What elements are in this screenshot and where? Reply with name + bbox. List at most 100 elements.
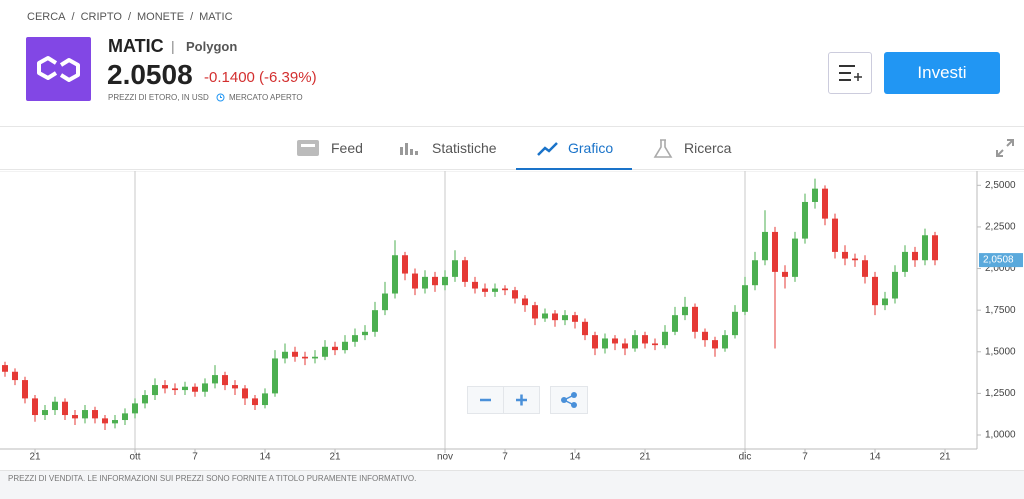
candle-body [912, 251, 918, 261]
watchlist-button[interactable] [828, 52, 872, 94]
tab-label: Feed [331, 140, 363, 156]
candle-body [682, 306, 688, 316]
y-tick-label: 2,5000 [985, 180, 1016, 191]
candle-body [462, 260, 468, 282]
breadcrumb-item[interactable]: CERCA [27, 11, 66, 23]
candle-body [872, 276, 878, 306]
watchlist-icon [839, 65, 862, 81]
candle-body [162, 385, 168, 389]
breadcrumb-item[interactable]: CRIPTO [80, 11, 122, 23]
tab-icon [653, 139, 673, 158]
candle-body [692, 306, 698, 332]
tab-icon [297, 140, 319, 156]
candle-body [882, 298, 888, 306]
candle-body [442, 276, 448, 286]
zoom-in-button[interactable] [503, 386, 540, 414]
y-tick-label: 2,0000 [985, 263, 1016, 274]
candle-body [172, 388, 178, 391]
x-tick-label: 14 [869, 452, 881, 463]
zoom-out-button[interactable] [467, 386, 504, 414]
candle-body [342, 341, 348, 351]
price-note: PREZZI DI ETORO, IN USD [108, 93, 209, 102]
y-tick-label: 1,0000 [985, 430, 1016, 441]
candle-body [592, 335, 598, 349]
candle-body [832, 218, 838, 252]
candle-body [752, 260, 758, 286]
candle-body [492, 288, 498, 292]
tab[interactable]: Statistiche [398, 127, 497, 170]
x-tick-label: dic [739, 452, 752, 463]
invest-button[interactable]: Investi [884, 52, 1000, 94]
candle-body [732, 311, 738, 336]
candle-body [362, 331, 368, 336]
candle-body [82, 410, 88, 419]
candle-body [232, 385, 238, 389]
candle-body [242, 388, 248, 399]
candle-body [202, 383, 208, 392]
x-tick-label: 21 [939, 452, 951, 463]
price: 2.0508 [107, 59, 193, 90]
x-tick-label: 14 [569, 452, 581, 463]
tab-icon [537, 142, 558, 156]
symbol: MATIC [108, 36, 164, 56]
breadcrumb-separator: / [71, 11, 75, 23]
share-button[interactable] [550, 386, 588, 414]
instrument-name: Polygon [186, 39, 238, 54]
candle-body [252, 398, 258, 406]
last-price-tag [979, 253, 1023, 268]
x-tick-label: 7 [502, 452, 508, 463]
tab-icon [400, 143, 418, 155]
market-status: MERCATO APERTO [229, 93, 303, 102]
candle-body [152, 385, 158, 396]
x-tick-label: nov [437, 452, 453, 463]
tab[interactable]: Feed [296, 127, 363, 170]
candle-body [542, 313, 548, 319]
x-tick-label: 21 [639, 452, 651, 463]
candle-body [402, 255, 408, 274]
candle-body [262, 393, 268, 406]
candle-body [272, 358, 278, 394]
breadcrumb-item[interactable]: MATIC [199, 11, 233, 23]
tab[interactable]: Grafico [516, 127, 632, 170]
candle-body [322, 346, 328, 357]
breadcrumb-item[interactable]: MONETE [137, 11, 185, 23]
candle-body [72, 415, 78, 419]
last-price-label: 2,0508 [983, 255, 1014, 266]
candle-body [612, 338, 618, 344]
logo-icon [37, 56, 80, 82]
chart: 21 ott 7 14 21 nov 7 14 21 dic 7 14 21 1,0000 1,2500 1,… [0, 171, 1024, 463]
candle-body [192, 386, 198, 392]
candle-body [412, 273, 418, 289]
candle-body [662, 331, 668, 346]
x-tick-label: ott [129, 452, 140, 463]
candle-body [382, 293, 388, 311]
candle-body [212, 375, 218, 384]
candle-body [582, 321, 588, 336]
candle-body [802, 201, 808, 239]
y-tick-label: 2,2500 [985, 222, 1016, 233]
candle-body [702, 331, 708, 341]
candle-body [932, 235, 938, 261]
tab[interactable]: Ricerca [652, 127, 731, 170]
divider: | [171, 38, 175, 54]
candle-body [792, 238, 798, 277]
candle-body [112, 420, 118, 424]
candle-body [2, 365, 8, 372]
candle-body [742, 285, 748, 312]
price-change: -0.1400 (-6.39%) [204, 69, 317, 86]
candle-body [332, 346, 338, 351]
candle-body [852, 258, 858, 261]
coin-logo [26, 37, 91, 101]
candle-body [432, 276, 438, 286]
candle-body [512, 290, 518, 299]
candle-body [532, 305, 538, 319]
candle-body [672, 315, 678, 332]
disclaimer: PREZZI DI VENDITA. LE INFORMAZIONI SUI P… [8, 474, 417, 483]
fullscreen-button[interactable] [994, 137, 1016, 159]
candle-body [822, 188, 828, 219]
share-icon [561, 392, 577, 408]
y-tick-label: 1,7500 [985, 305, 1016, 316]
candle-body [812, 188, 818, 202]
x-tick-label: 7 [192, 452, 198, 463]
